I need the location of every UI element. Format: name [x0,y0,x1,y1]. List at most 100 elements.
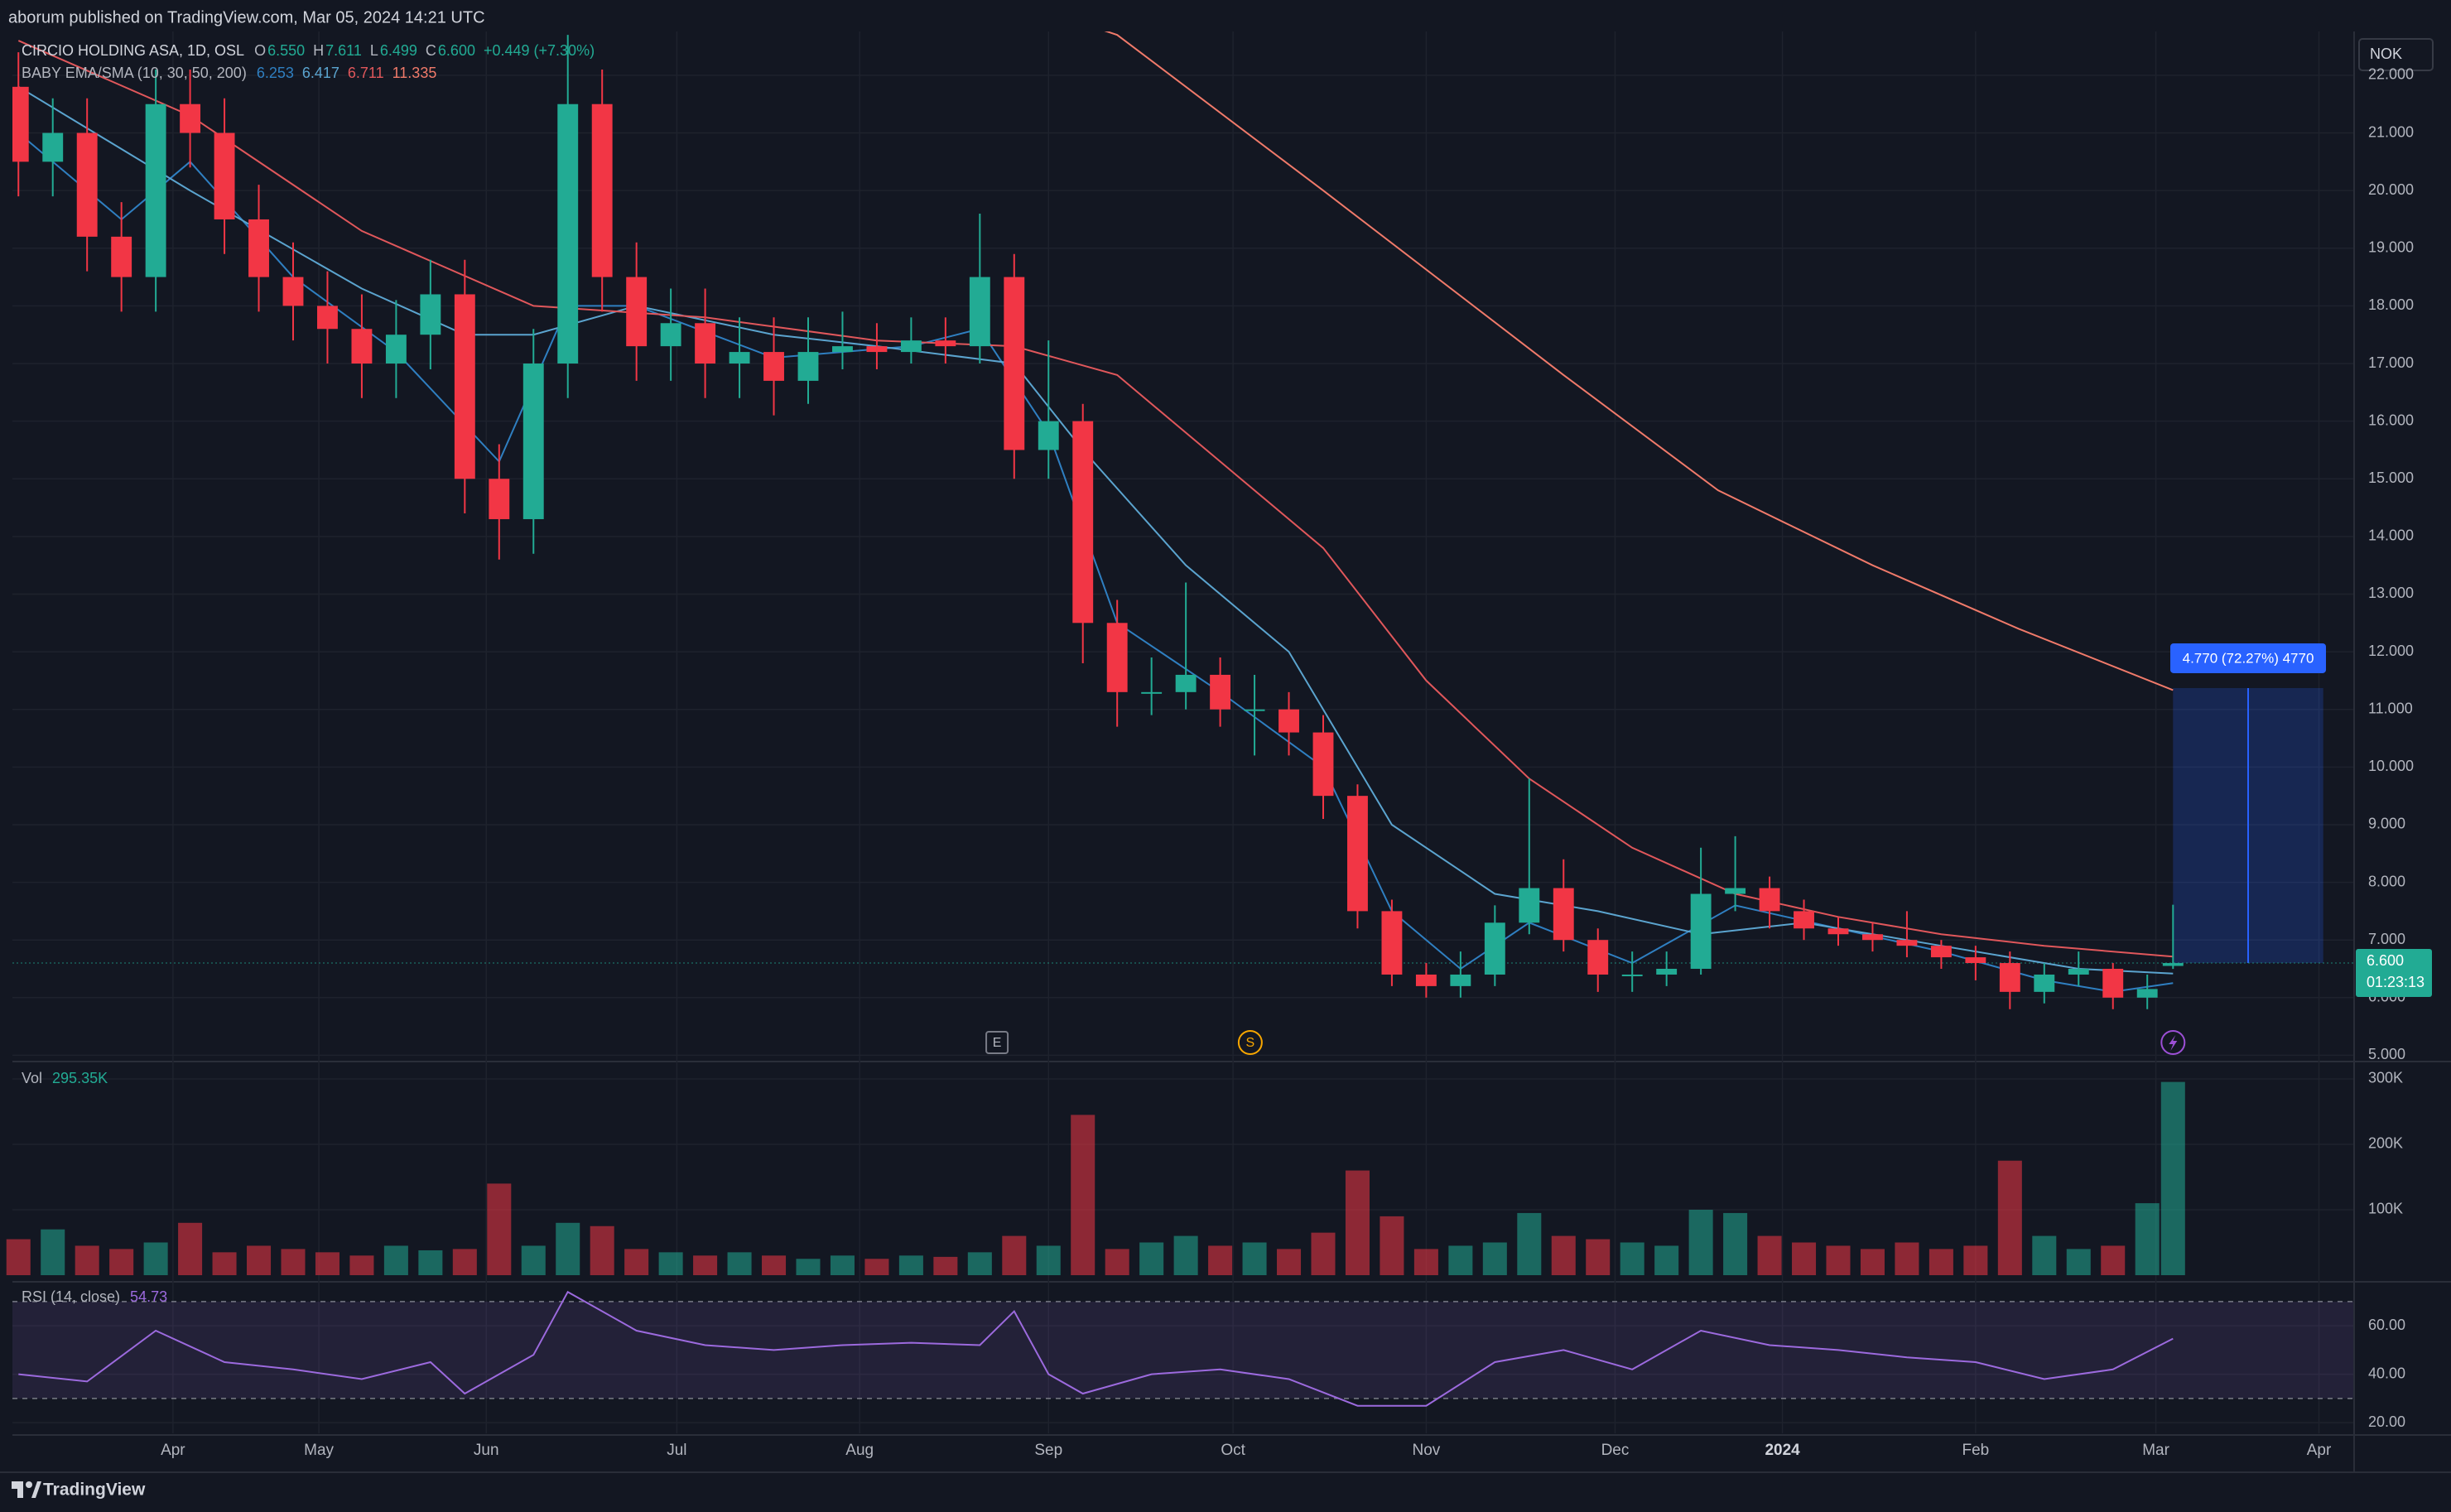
y-tick-label: 20.000 [2368,181,2414,198]
candle-body [1347,796,1368,912]
candle-body [2102,969,2124,998]
ma-line [17,85,2174,975]
logo-shape [26,1481,32,1488]
volume-bar [1654,1245,1679,1275]
volume-bar [1963,1245,1988,1275]
candle-body [282,277,304,306]
volume-bar [75,1245,99,1275]
volume-bar [1895,1242,1919,1275]
candle-body [1965,957,1986,964]
candle-body [763,352,784,381]
candle-body [1141,691,1163,694]
price-pane [12,31,2353,1009]
candle-body [454,294,475,479]
y-tick-label: 15.000 [2368,469,2414,486]
volume-bar [41,1229,65,1275]
event-marker [985,1031,1009,1054]
candle-body [2162,963,2184,966]
volume-bar [383,1245,408,1275]
x-tick-label: Mar [2142,1442,2169,1459]
volume-bar [1929,1249,1953,1275]
volume-bar [1071,1115,1095,1275]
y-tick-label: 300K [2368,1070,2403,1086]
ma-line [1104,31,2174,691]
candle-body [1759,888,1780,912]
candle-body [42,132,64,162]
volume-bar [2160,1081,2185,1275]
currency-box[interactable] [2358,38,2434,71]
y-tick-label: 10.000 [2368,758,2414,774]
lightning-marker [2160,1030,2186,1055]
y-tick-label: 11.000 [2368,700,2413,716]
volume-bar [1277,1249,1302,1275]
ohlc-key: H [313,42,324,59]
currency[interactable]: NOK [2370,46,2402,62]
candle-body [1794,911,1814,929]
candle-body [1038,421,1059,450]
ohlc-value: 6.550 [267,42,305,59]
indicator-value: 6.253 [257,65,294,81]
volume-bar [830,1255,855,1275]
candle-body [935,340,956,347]
volume-bar [1688,1209,1713,1275]
volume-title: Vol [22,1070,42,1086]
candle-body [1862,934,1883,941]
y-tick-label: 5.000 [2368,1046,2405,1062]
candle-body [214,132,235,219]
volume-bar [727,1252,752,1275]
ohlc-key: L [370,42,378,59]
volume-bar [349,1255,374,1275]
x-tick-label: Sep [1034,1442,1062,1459]
volume-bar [796,1259,821,1275]
x-tick-label: Feb [1962,1442,1989,1459]
y-tick-label: 22.000 [2368,66,2414,83]
rsi-title: RSI (14, close) [22,1288,120,1305]
x-tick-label: Jul [667,1442,686,1459]
candle-body [1210,674,1231,710]
candle-body [1244,709,1265,711]
volume-bar [2101,1245,2126,1275]
candle-body [1656,969,1678,975]
candle-body [660,323,681,347]
countdown: 01:23:13 [2367,974,2425,990]
y-tick-label: 7.000 [2368,931,2405,947]
volume-bar [1482,1242,1507,1275]
last-price-box [2356,949,2432,998]
candle-body [1484,922,1505,975]
rsi-value: 54.73 [130,1288,167,1305]
candle-body [695,323,716,364]
candle-body [76,132,98,237]
x-tick-label: Aug [845,1442,874,1459]
candle-body [797,352,819,381]
lightning-icon [2169,1035,2178,1051]
volume-bar [315,1252,339,1275]
event-label: S [1246,1036,1255,1050]
event-label: E [993,1036,1002,1050]
y-tick-label: 9.000 [2368,816,2405,832]
volume-bar [898,1255,923,1275]
y-tick-label: 20.00 [2368,1413,2405,1430]
volume-bar [624,1249,649,1275]
candle-body [1553,888,1574,941]
candle-body [2068,969,2089,975]
candle-body [145,104,166,277]
change: +0.449 (+7.30%) [484,42,595,59]
measure-label-box [2170,643,2327,673]
indicator-name: BABY EMA/SMA (10, 30, 50, 200) [22,65,247,81]
y-tick-label: 19.000 [2368,239,2414,256]
y-tick-label: 60.00 [2368,1317,2405,1333]
candle-body [1725,888,1746,894]
y-tick-label: 21.000 [2368,123,2414,140]
rsi-line [18,1290,2174,1407]
volume-bar [1208,1245,1233,1275]
indicator-value: 11.335 [392,65,437,81]
y-tick-label: 13.000 [2368,585,2414,601]
volume-bar [2032,1235,2057,1275]
volume-bar [1242,1242,1267,1275]
candle-body [1381,911,1403,975]
volume-bar [418,1250,443,1275]
volume-bar [1723,1212,1748,1275]
logo-shape [17,1481,23,1498]
